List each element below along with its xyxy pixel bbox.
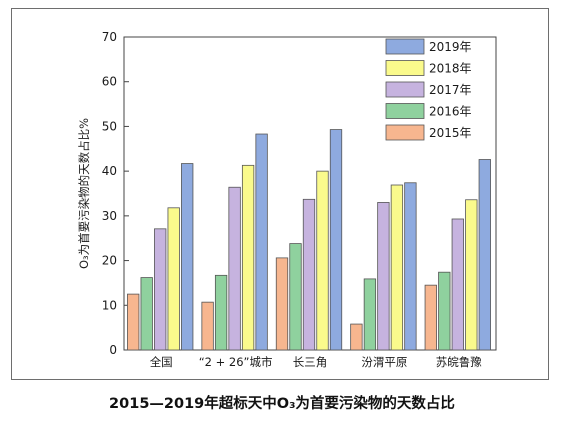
y-tick-label: 10	[102, 298, 117, 312]
bar	[127, 293, 140, 351]
legend-label: 2017年	[429, 83, 472, 97]
bar	[438, 271, 451, 351]
legend-label: 2016年	[429, 105, 472, 119]
bar	[167, 207, 180, 351]
y-tick-label: 30	[102, 209, 117, 223]
bar	[214, 274, 228, 351]
bar	[478, 159, 491, 351]
legend-swatch	[385, 81, 425, 98]
bar	[390, 184, 404, 351]
bar	[451, 218, 464, 351]
x-category-label: 苏皖鲁豫	[436, 355, 482, 369]
bar	[255, 133, 268, 351]
bar	[350, 323, 363, 351]
bar	[289, 243, 302, 351]
y-tick-label: 50	[102, 119, 117, 133]
figure-caption: 2015—2019年超标天中O₃为首要污染物的天数占比	[109, 396, 455, 412]
bar	[363, 278, 377, 351]
y-tick-label: 40	[102, 164, 117, 178]
legend-label: 2019年	[429, 40, 472, 54]
x-category-label: 长三角	[293, 355, 328, 369]
y-tick-label: 0	[109, 343, 117, 357]
y-tick-label: 60	[102, 75, 117, 89]
bar	[201, 301, 214, 351]
legend-swatch	[385, 103, 425, 119]
x-category-label: 汾渭平原	[361, 355, 407, 369]
bar	[302, 198, 316, 351]
chart-frame: 0 10 20 30 40 50 60 70 O₃为首要污染物的天数占比% 全国 “2 + 26”城…	[11, 8, 549, 380]
bar	[329, 129, 343, 351]
x-category-label: 全国	[150, 355, 173, 369]
bar	[275, 257, 289, 351]
y-tick-label: 70	[102, 30, 117, 44]
legend-label: 2015年	[429, 126, 472, 140]
bar	[228, 186, 241, 351]
bar	[404, 182, 417, 351]
bar	[316, 170, 329, 351]
bar	[465, 199, 478, 351]
bar-chart: 0 10 20 30 40 50 60 70 O₃为首要污染物的天数占比% 全国 “2 + 26”城…	[77, 30, 497, 369]
bar	[181, 163, 194, 351]
legend-swatch	[385, 38, 425, 55]
legend-swatch	[385, 60, 425, 76]
bar	[140, 277, 153, 351]
y-tick-label: 20	[102, 254, 117, 268]
y-axis-label: O₃为首要污染物的天数占比%	[77, 118, 91, 269]
bar	[154, 228, 167, 351]
legend-swatch	[385, 124, 425, 141]
bar	[241, 164, 255, 351]
x-category-label: “2 + 26”城市	[199, 355, 273, 369]
bar	[424, 284, 437, 351]
legend-label: 2018年	[429, 62, 472, 76]
bar	[377, 202, 390, 351]
